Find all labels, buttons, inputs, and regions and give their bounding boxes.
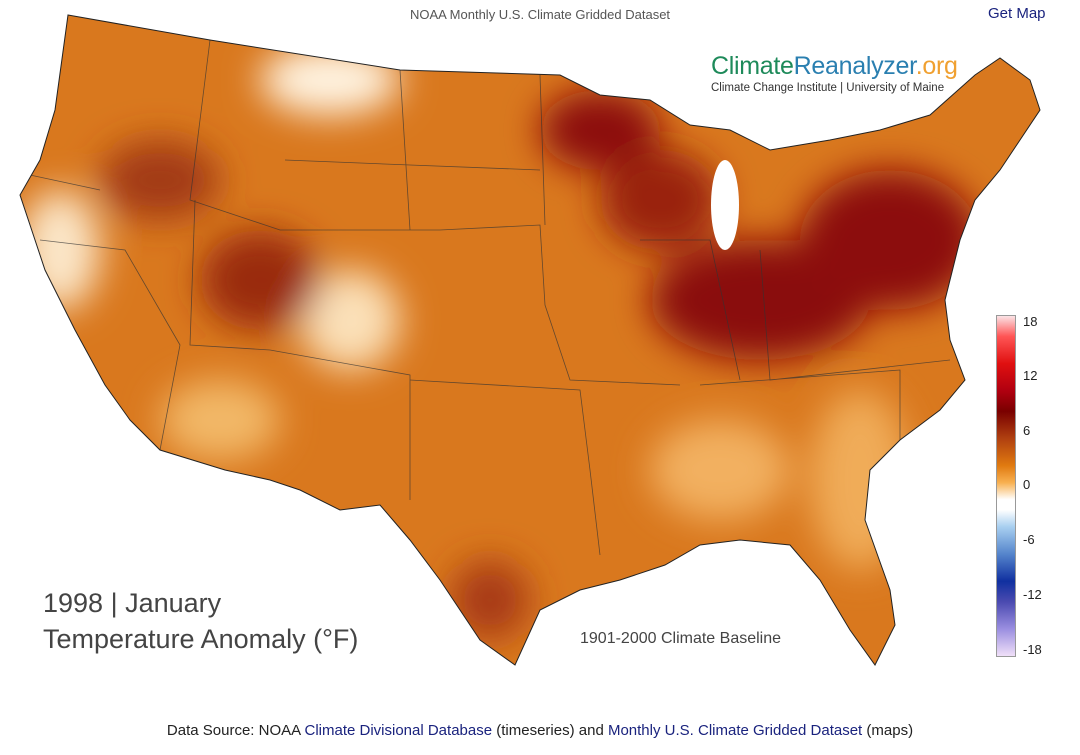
lake-michigan (711, 160, 739, 250)
legend-tick: 0 (1023, 477, 1031, 492)
climate-reanalyzer-logo: ClimateReanalyzer.org Climate Change Ins… (711, 52, 958, 94)
legend-tick: -6 (1023, 532, 1035, 547)
legend-tick: 18 (1023, 314, 1038, 329)
get-map-link[interactable]: Get Map (988, 5, 1046, 22)
data-source-footer: Data Source: NOAA Climate Divisional Dat… (0, 722, 1080, 739)
legend-tick: 6 (1023, 423, 1031, 438)
legend-tick: -18 (1023, 642, 1042, 657)
color-scale-bar (996, 315, 1016, 657)
logo-part-climate: Climate (711, 52, 794, 80)
logo-part-org: .org (915, 52, 958, 80)
us-outline (19, 14, 1041, 666)
footer-suffix: (maps) (862, 722, 914, 739)
warm-anomaly-blob (260, 45, 400, 115)
legend-tick: -12 (1023, 587, 1042, 602)
footer-prefix: Data Source: NOAA (166, 722, 305, 739)
gridded-dataset-link[interactable]: Monthly U.S. Climate Gridded Dataset (607, 722, 863, 739)
legend-tick: 12 (1023, 368, 1038, 383)
logo-part-reanalyzer: Reanalyzer (793, 52, 916, 80)
period-label: 1998 | January (43, 588, 222, 618)
dataset-title: NOAA Monthly U.S. Climate Gridded Datase… (409, 7, 671, 22)
us-temperature-anomaly-map (19, 14, 1041, 666)
footer-middle: (timeseries) and (492, 722, 608, 739)
logo-subtitle: Climate Change Institute | University of… (711, 82, 945, 94)
baseline-label: 1901-2000 Climate Baseline (580, 630, 782, 647)
variable-label: Temperature Anomaly (°F) (43, 624, 359, 654)
map-caption: 1998 | January Temperature Anomaly (°F) (43, 585, 358, 657)
climate-divisional-database-link[interactable]: Climate Divisional Database (304, 722, 493, 739)
